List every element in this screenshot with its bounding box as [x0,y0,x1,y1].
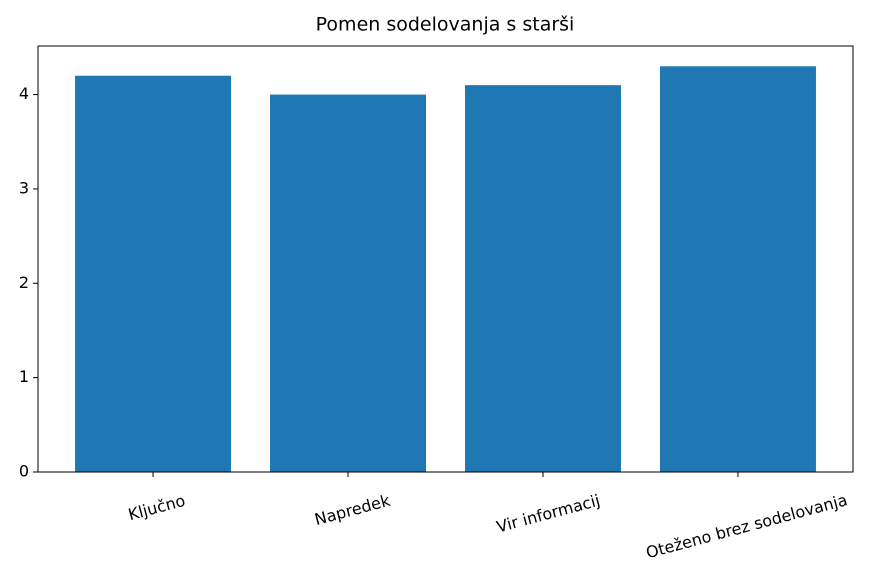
x-tick-label: Oteženo brez sodelovanja [644,490,850,562]
y-tick-label: 0 [19,462,29,481]
y-tick-label: 4 [19,84,29,103]
plot-frame [37,45,854,473]
x-tick-label: Vir informacij [495,491,602,537]
x-tick-label: Ključno [126,491,187,524]
bar [659,66,816,473]
bar [464,85,621,473]
chart-title: Pomen sodelovanja s starši [316,14,575,36]
y-tick-label: 2 [19,273,29,292]
y-tick-label: 1 [19,367,29,386]
y-tick-label: 3 [19,178,29,197]
x-tick-label: Napredek [313,491,393,530]
bar [270,94,427,472]
bar [75,75,232,472]
